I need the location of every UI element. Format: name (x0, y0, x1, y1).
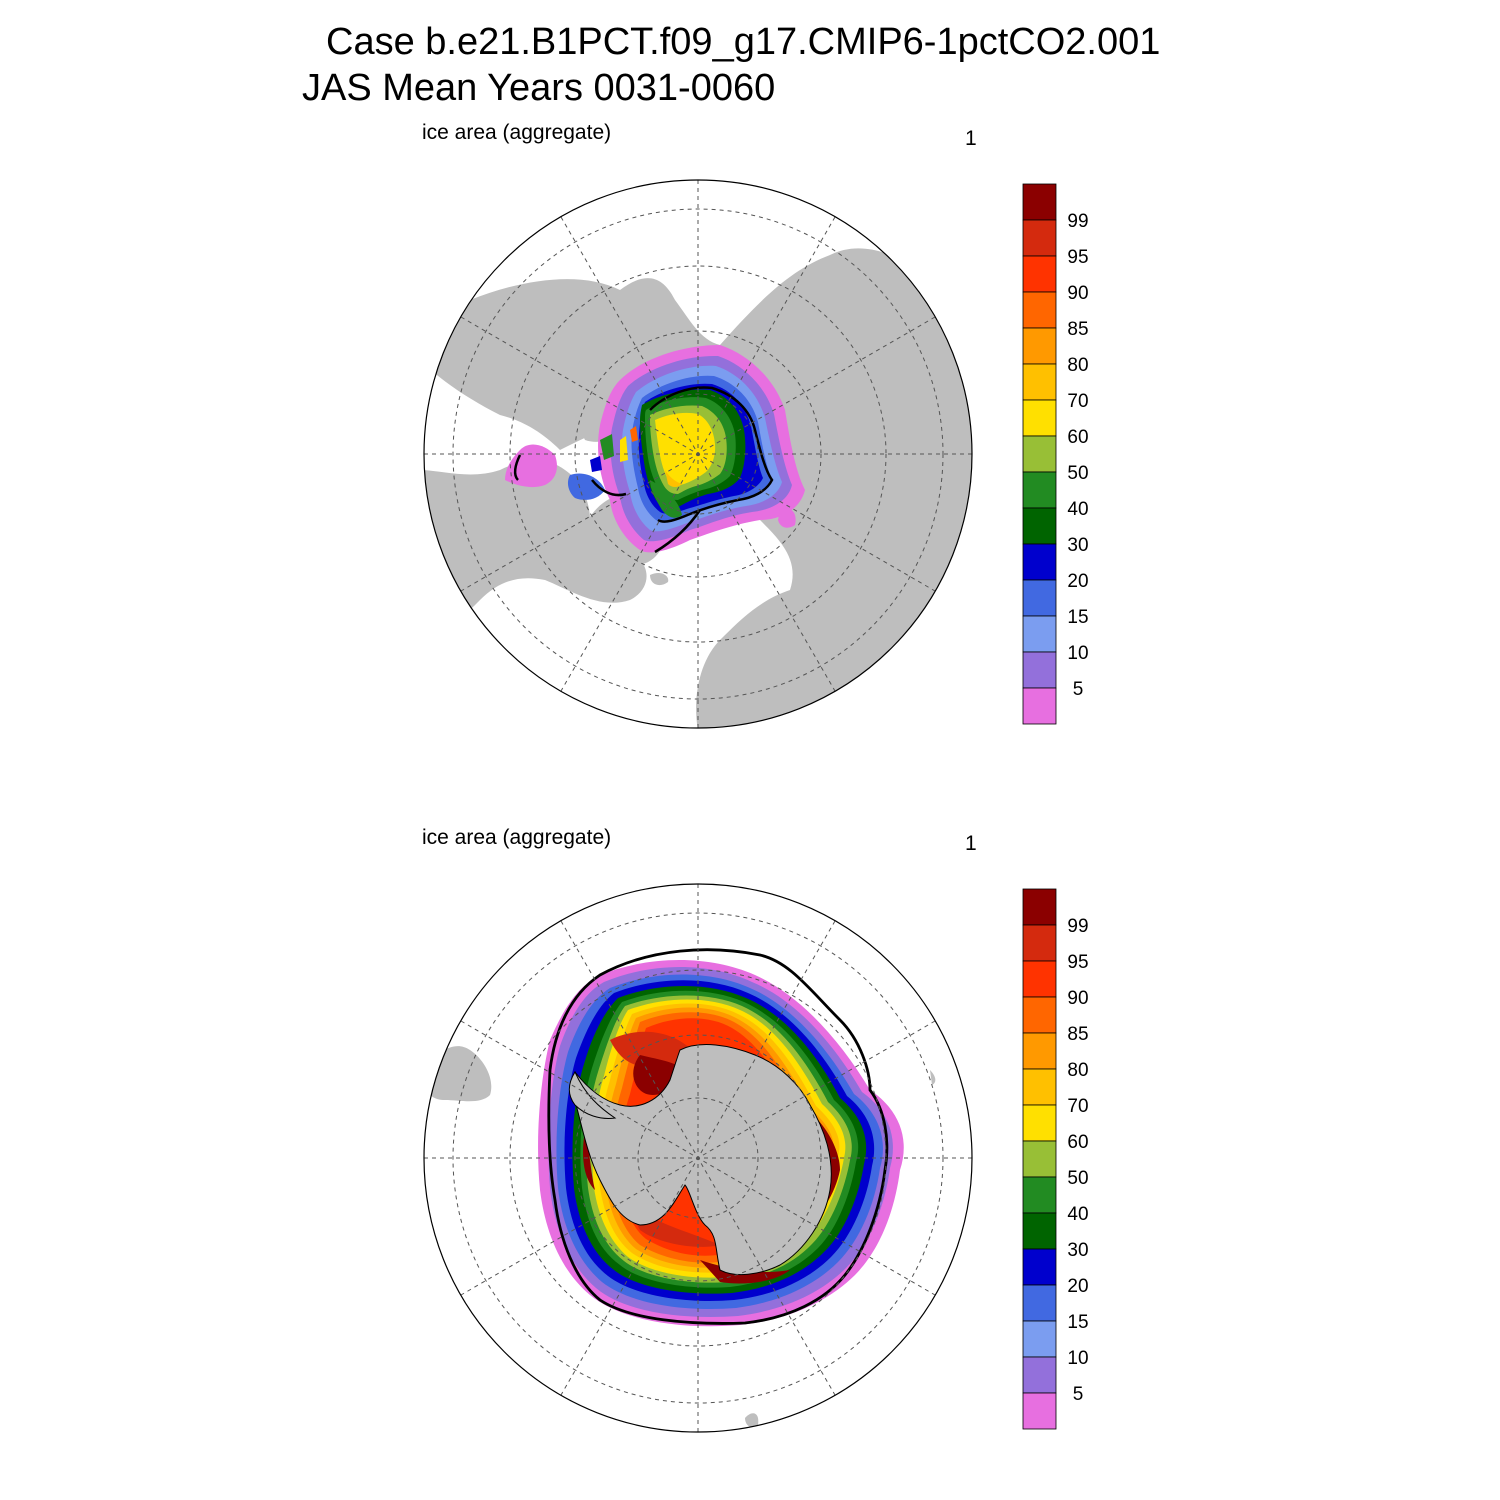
north-colorbar-label: 99 (1067, 211, 1088, 232)
south-colorbar-swatch (1022, 1212, 1057, 1250)
north-units-label: 1 (965, 127, 977, 150)
south-colorbar-label: 10 (1067, 1348, 1088, 1369)
figure-title-period: JAS Mean Years 0031-0060 (302, 67, 776, 109)
south-colorbar-label: 80 (1067, 1060, 1088, 1081)
south-colorbar-swatch (1022, 1104, 1057, 1142)
south-colorbar-swatch (1022, 1176, 1057, 1214)
south-colorbar-label: 40 (1067, 1204, 1088, 1225)
north-colorbar-label: 70 (1067, 391, 1088, 412)
north-land-islands (575, 413, 669, 586)
south-polar-map (423, 883, 973, 1433)
north-colorbar: 99 95 90 85 80 70 60 50 40 30 20 15 10 5 (1022, 183, 1089, 725)
south-colorbar-swatch (1022, 1284, 1057, 1322)
north-colorbar-label: 80 (1067, 355, 1088, 376)
north-polar-map (423, 179, 973, 729)
south-colorbar-label: 5 (1073, 1384, 1084, 1405)
south-colorbar-label: 85 (1067, 1024, 1088, 1045)
south-land-africa-tip (930, 1070, 936, 1085)
north-colorbar-label: 90 (1067, 283, 1088, 304)
north-colorbar-label: 85 (1067, 319, 1088, 340)
south-colorbar-swatch (1022, 1392, 1057, 1430)
north-colorbar-swatch (1022, 579, 1057, 617)
south-colorbar-swatch (1022, 1248, 1057, 1286)
north-variable-label: ice area (aggregate) (422, 121, 612, 144)
north-colorbar-label: 5 (1073, 679, 1084, 700)
north-map-border (423, 179, 973, 729)
north-colorbar-label: 95 (1067, 247, 1088, 268)
south-colorbar-swatch (1022, 996, 1057, 1034)
south-units-label: 1 (965, 832, 977, 855)
south-colorbar-swatch (1022, 1140, 1057, 1178)
north-colorbar-swatch (1022, 651, 1057, 689)
north-colorbar-label: 15 (1067, 607, 1088, 628)
south-colorbar-swatch (1022, 888, 1057, 926)
north-colorbar-swatch (1022, 615, 1057, 653)
north-land-america (424, 460, 647, 640)
north-colorbar-swatch (1022, 363, 1057, 401)
north-colorbar-label: 50 (1067, 463, 1088, 484)
south-colorbar-label: 50 (1067, 1168, 1088, 1189)
north-graticule (424, 180, 972, 728)
south-land-antarctic-peninsula (568, 1070, 617, 1119)
south-colorbar-label: 15 (1067, 1312, 1088, 1333)
south-colorbar-swatch (1022, 960, 1057, 998)
south-colorbar-swatch (1022, 1356, 1057, 1394)
south-colorbar-swatch (1022, 1032, 1057, 1070)
south-colorbar-swatch (1022, 1068, 1057, 1106)
north-colorbar-swatch (1022, 471, 1057, 509)
south-graticule (424, 884, 972, 1432)
north-colorbar-swatch (1022, 687, 1057, 725)
north-colorbar-swatch (1022, 255, 1057, 293)
north-colorbar-swatch (1022, 219, 1057, 257)
north-colorbar-swatch (1022, 435, 1057, 473)
north-colorbar-label: 60 (1067, 427, 1088, 448)
south-colorbar-label: 20 (1067, 1276, 1088, 1297)
south-variable-label: ice area (aggregate) (422, 826, 612, 849)
north-colorbar-label: 10 (1067, 643, 1088, 664)
north-colorbar-swatch (1022, 291, 1057, 329)
south-colorbar-swatch (1022, 924, 1057, 962)
south-colorbar-label: 90 (1067, 988, 1088, 1009)
south-colorbar: 99 95 90 85 80 70 60 50 40 30 20 15 10 5 (1022, 888, 1089, 1430)
south-colorbar-label: 95 (1067, 952, 1088, 973)
south-colorbar-label: 99 (1067, 916, 1088, 937)
north-colorbar-label: 40 (1067, 499, 1088, 520)
north-colorbar-swatch (1022, 399, 1057, 437)
north-colorbar-label: 30 (1067, 535, 1088, 556)
south-colorbar-label: 30 (1067, 1240, 1088, 1261)
south-colorbar-swatch (1022, 1320, 1057, 1358)
figure-title-case: Case b.e21.B1PCT.f09_g17.CMIP6-1pctCO2.0… (326, 21, 1161, 63)
north-colorbar-label: 20 (1067, 571, 1088, 592)
north-colorbar-swatch (1022, 543, 1057, 581)
south-land-nz-fragment (745, 1413, 759, 1428)
south-colorbar-label: 70 (1067, 1096, 1088, 1117)
south-colorbar-label: 60 (1067, 1132, 1088, 1153)
north-colorbar-swatch (1022, 507, 1057, 545)
north-colorbar-swatch (1022, 183, 1057, 221)
south-map-border (423, 883, 973, 1433)
north-colorbar-swatch (1022, 327, 1057, 365)
south-land-antarctica (572, 1044, 832, 1275)
